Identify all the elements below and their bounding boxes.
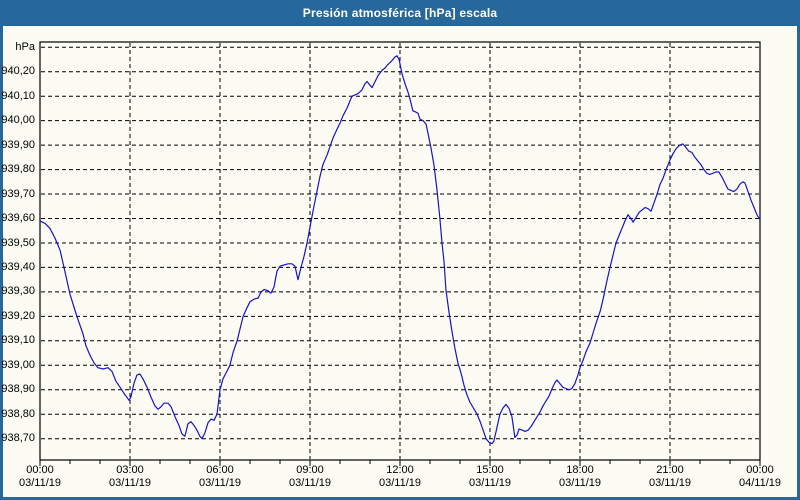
x-tick-time: 21:00 <box>656 464 684 476</box>
y-axis-tick-label: 938,80 <box>1 407 35 420</box>
x-tick-date: 03/11/19 <box>198 477 241 489</box>
y-axis-tick-label: 939,60 <box>1 212 35 224</box>
y-axis-unit-label: hPa <box>15 40 35 53</box>
y-axis-tick-label: 939,00 <box>1 358 35 371</box>
x-tick-date: 03/11/19 <box>648 477 691 489</box>
x-tick-time: 15:00 <box>476 464 504 476</box>
x-tick-date: 04/11/19 <box>738 477 781 489</box>
y-axis-tick-label: 939,50 <box>1 236 35 249</box>
y-axis-tick-label: 940,00 <box>1 114 35 127</box>
y-axis-tick-label: 939,40 <box>1 260 35 273</box>
y-axis-tick-label: 939,10 <box>1 334 35 347</box>
window-title-bar: Presión atmosférica [hPa] escala <box>0 0 800 26</box>
y-axis-tick-label: 939,80 <box>1 163 35 176</box>
x-tick-date: 03/11/19 <box>288 477 331 489</box>
x-tick-date: 03/11/19 <box>108 477 151 489</box>
x-tick-date: 03/11/19 <box>468 477 511 489</box>
y-axis-tick-label: 940,20 <box>1 65 35 78</box>
x-tick-time: 00:00 <box>746 464 774 476</box>
x-axis-tick-label: 03:00 03/11/19 <box>85 464 175 490</box>
x-tick-time: 09:00 <box>296 464 324 476</box>
x-axis-tick-label: 00:00 03/11/19 <box>0 464 85 490</box>
x-tick-date: 03/11/19 <box>378 477 421 489</box>
x-axis-tick-label: 06:00 03/11/19 <box>175 464 265 490</box>
x-axis-tick-label: 09:00 03/11/19 <box>265 464 355 490</box>
x-axis-tick-label: 12:00 03/11/19 <box>355 464 445 490</box>
y-axis-tick-label: 940,10 <box>1 89 35 102</box>
y-axis-tick-label: 938,70 <box>1 432 35 445</box>
x-tick-date: 03/11/19 <box>18 477 61 489</box>
x-tick-date: 03/11/19 <box>558 477 601 489</box>
y-axis-tick-label: 939,20 <box>1 309 35 322</box>
x-axis-tick-label: 21:00 03/11/19 <box>625 464 715 490</box>
y-axis-tick-label: 939,30 <box>1 285 35 298</box>
pressure-curve <box>39 55 760 445</box>
y-axis-tick-label: 939,90 <box>1 138 35 151</box>
x-tick-time: 03:00 <box>116 464 144 476</box>
y-axis-tick-label: 939,70 <box>1 187 35 200</box>
x-tick-time: 12:00 <box>386 464 414 476</box>
x-axis-tick-label: 15:00 03/11/19 <box>445 464 535 490</box>
window-title: Presión atmosférica [hPa] escala <box>302 6 498 20</box>
x-tick-time: 00:00 <box>26 464 54 476</box>
y-axis-tick-label: 938,90 <box>1 383 35 396</box>
x-axis-tick-label: 00:00 04/11/19 <box>715 464 800 490</box>
x-tick-time: 06:00 <box>206 464 234 476</box>
x-tick-time: 18:00 <box>566 464 594 476</box>
x-axis-tick-label: 18:00 03/11/19 <box>535 464 625 490</box>
plot-area[interactable] <box>39 41 761 461</box>
